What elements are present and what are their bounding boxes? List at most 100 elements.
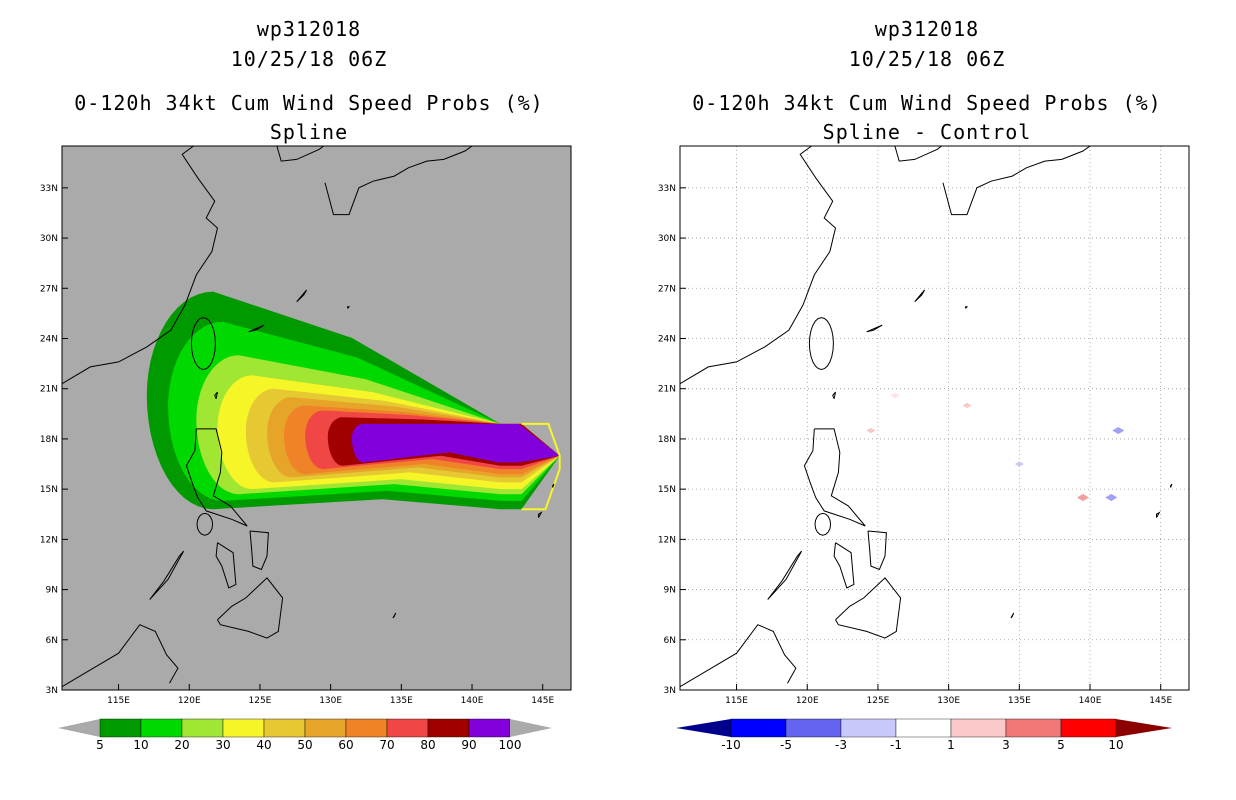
colorbar-label: 100 [499,738,522,752]
colorbar-swatch [730,718,787,738]
probability-contour-edge [521,422,561,511]
storm-id-title: wp312018 [256,17,362,41]
colorbar-swatch [895,718,952,738]
korea-coastline [894,146,942,162]
palawan-coastline [767,550,803,600]
probability-map: 115E 120E 125E 130E 135E 140E 145E 3N 6N 9N 12N 15N… [40,145,572,752]
panay-negros-coastline [215,542,237,589]
anomaly-cell [1076,493,1089,502]
colorbar-swatch [386,718,429,738]
y-tick-label: 18N [658,435,676,445]
y-tick-label: 9N [664,586,676,596]
y-tick-label: 27N [40,284,58,294]
mariana-islands [1170,483,1173,488]
guam-island [538,511,543,518]
colorbar-label: 40 [256,738,271,752]
map-frame [61,145,572,691]
y-tick-label: 24N [40,334,58,344]
japan-coastline [324,146,473,216]
mindanao-coastline [835,577,902,639]
y-tick-label: 15N [40,485,58,495]
x-tick-label: 145E [531,696,554,706]
colorbar-label: 10 [1108,738,1123,752]
colorbar-label: -5 [780,738,792,752]
borneo-coastline [62,624,179,688]
difference-map: 115E 120E 125E 130E 135E 140E 145E 3N 6N 9N 12N 15N… [658,145,1190,752]
x-tick-label: 145E [1149,696,1172,706]
colorbar-label: 10 [133,738,148,752]
taiwan-coastline [808,317,834,371]
colorbar-swatch [427,718,470,738]
map-frame [679,145,1190,691]
storm-id-title: wp312018 [874,17,980,41]
palawan-coastline [149,550,185,600]
x-tick-label: 120E [178,696,201,706]
y-tick-label: 3N [46,686,58,696]
batanes-islands [214,391,218,399]
colorbar-label: -3 [835,738,847,752]
y-tick-label: 33N [40,184,58,194]
colorbar-label: 1 [947,738,955,752]
colorbar-swatch [99,718,142,738]
colorbar-swatch [140,718,183,738]
colorbar-swatch [222,718,265,738]
batanes-islands [832,391,836,399]
chart-title: 0-120h 34kt Cum Wind Speed Probs (%) [74,91,544,115]
colorbar-label: 80 [420,738,435,752]
x-tick-label: 135E [1008,696,1031,706]
luzon-coastline [185,428,248,527]
x-tick-label: 140E [1079,696,1102,706]
colorbar-label: 30 [215,738,230,752]
borneo-coastline [680,624,797,688]
colorbar-label: 60 [338,738,353,752]
x-tick-label: 140E [461,696,484,706]
y-tick-label: 24N [658,334,676,344]
colorbar-swatch [263,718,306,738]
colorbar-label: 5 [1057,738,1065,752]
right-panel: wp312018 10/25/18 06Z 0-120h 34kt Cum Wi… [618,0,1236,800]
mindanao-coastline [217,577,284,639]
mariana-islands [552,483,555,488]
colorbar-label: 50 [297,738,312,752]
china-coastline [62,146,219,385]
y-tick-label: 9N [46,586,58,596]
left-panel: wp312018 10/25/18 06Z 0-120h 34kt Cum Wi… [40,17,572,752]
y-tick-label: 33N [658,184,676,194]
x-tick-label: 115E [107,696,130,706]
colorbar-label: 70 [379,738,394,752]
anomaly-cell [962,402,972,409]
datetime-title: 10/25/18 06Z [848,47,1006,71]
colorbar-swatch [304,718,347,738]
anomaly-cell [1105,493,1118,502]
colorbar-swatch [1060,718,1117,738]
anomaly-cell [890,392,900,399]
x-tick-label: 135E [390,696,413,706]
y-tick-label: 27N [658,284,676,294]
panay-negros-coastline [833,542,855,589]
y-tick-label: 18N [40,435,58,445]
x-tick-label: 130E [319,696,342,706]
samar-leyte-coastline [867,530,887,571]
guam-island [1156,511,1161,518]
y-tick-label: 21N [40,385,58,395]
okinawa-island [296,289,308,303]
ryukyu-islands [248,324,265,333]
colorbar-label: 90 [461,738,476,752]
samar-leyte-coastline [249,530,269,571]
colorbar-label: -1 [890,738,902,752]
chart-subtitle: Spline [269,120,349,144]
colorbar-swatch [785,718,842,738]
colorbar-swatch [181,718,224,738]
mindoro-coastline [196,512,214,536]
ryukyu-islands [866,324,883,333]
x-tick-label: 125E [867,696,890,706]
colorbar-swatch [950,718,1007,738]
colorbar-high-arrow [510,719,552,737]
mindoro-coastline [814,512,832,536]
y-tick-label: 21N [658,385,676,395]
datetime-title: 10/25/18 06Z [230,47,388,71]
colorbar-swatch [468,718,511,738]
x-tick-label: 125E [249,696,272,706]
colorbar-high-arrow [1116,719,1172,737]
daito-islands [965,306,969,309]
